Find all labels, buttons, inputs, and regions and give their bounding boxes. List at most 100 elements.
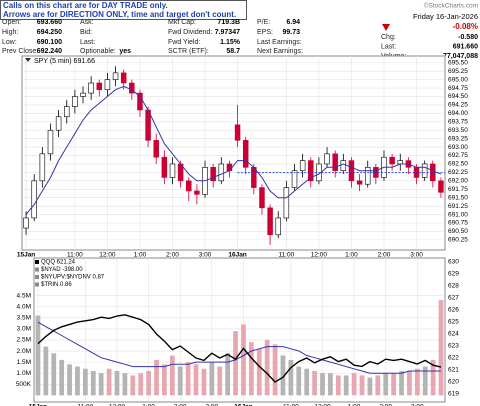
volume-bar: [67, 364, 72, 396]
down-arrow: [382, 24, 390, 31]
candle-body: [23, 217, 29, 229]
x-tick-label: 3:00: [199, 252, 212, 259]
volume-bar: [106, 368, 112, 396]
y-tick-label: 690.75: [448, 220, 468, 227]
candle-body: [324, 153, 330, 165]
legend-entry: $TRIN 0.86: [41, 282, 72, 288]
y-tick-label: 2.0M: [17, 348, 31, 355]
y-tick-label: 693.00: [448, 144, 468, 151]
x-tick-label: 3:00: [410, 252, 423, 259]
quote-label: Low:: [2, 39, 17, 46]
volume-bar: [59, 359, 65, 396]
x-tick-label: 12:00: [311, 252, 328, 259]
y2-tick-label: 625: [448, 319, 459, 326]
candle-body: [348, 160, 355, 182]
candle-body: [210, 167, 216, 182]
legend-icon: [35, 282, 39, 287]
candle-body: [234, 124, 241, 141]
volume-bar: [90, 370, 96, 396]
note-box: [0, 0, 247, 20]
candle-body: [438, 180, 444, 193]
volume-bar: [296, 366, 302, 396]
candle-body: [31, 180, 37, 219]
x-tick-label: 1:00: [348, 404, 361, 406]
candle-body: [226, 163, 233, 172]
legend-entry: $NYUPV:$NYDNV 0.87: [41, 275, 105, 281]
candle-body: [194, 190, 200, 195]
y-tick-label: 1.0M: [17, 370, 31, 377]
quote-label: Next Earnings:: [257, 48, 303, 55]
volume-bar: [75, 366, 80, 396]
y2-tick-label: 619: [448, 391, 459, 398]
y2-tick-label: 629: [448, 271, 459, 278]
candle-body: [251, 167, 257, 188]
qqq-line: [37, 314, 442, 383]
y-tick-label: 3.5M: [17, 315, 31, 322]
candle-body: [275, 217, 281, 236]
candle-body: [47, 129, 54, 155]
y-tick-label: 693.25: [448, 135, 468, 142]
x-tick-label: 3:00: [411, 404, 424, 406]
x-tick-label: 3:00: [206, 404, 219, 406]
volume-bar: [225, 353, 231, 396]
quote-label: Chg:: [381, 34, 396, 41]
quote-value: 99.73: [282, 29, 300, 36]
volume-bar: [209, 362, 215, 396]
volume-bar: [280, 355, 286, 396]
candle-body: [186, 180, 192, 192]
candle-body: [169, 163, 176, 178]
quote-label: Last Earnings:: [257, 39, 302, 46]
x-tick-label: 11:00: [283, 404, 299, 406]
quote-label: EPS:: [257, 29, 273, 36]
x-tick-label: 1:00: [142, 404, 155, 406]
volume-bar: [154, 359, 159, 396]
volume-bar: [185, 362, 191, 396]
x-tick-label: 12:00: [109, 404, 126, 406]
candle-body: [299, 160, 306, 172]
y2-tick-label: 621: [448, 367, 459, 374]
candle-body: [397, 160, 404, 165]
quote-label: High:: [2, 29, 18, 36]
volume-bar: [335, 375, 341, 396]
candle-body: [80, 92, 86, 97]
legend-entry: SPY (5 min) 691.66: [34, 58, 95, 65]
quote-value: 58.7: [226, 48, 240, 55]
x-tick-label: 16Jan: [228, 252, 246, 259]
x-tick-label: 11:00: [77, 404, 93, 406]
candle-body: [104, 79, 111, 91]
x-tick-label: 15Jan: [17, 252, 35, 259]
candle-body: [242, 140, 249, 168]
quote-value: 1.15%: [220, 39, 241, 46]
legend-icon: [25, 58, 31, 62]
x-tick-label: 11:00: [278, 252, 294, 259]
candle-body: [389, 156, 395, 165]
candle-body: [39, 153, 46, 182]
volume-bar: [177, 366, 183, 396]
quote-label: Bid:: [80, 29, 92, 36]
volume-bar: [201, 368, 207, 396]
quote-value: yes: [119, 48, 131, 55]
y-tick-label: 695.00: [448, 76, 468, 83]
volume-bar: [146, 370, 151, 396]
plot-area: [21, 55, 446, 251]
volume-bar: [98, 373, 104, 396]
candle-body: [283, 187, 290, 219]
volume-bar: [233, 331, 238, 396]
quote-label: SCTR (ETF):: [168, 48, 209, 55]
y2-tick-label: 626: [448, 307, 459, 314]
volume-bar: [241, 324, 246, 396]
y-tick-label: 695.25: [448, 68, 468, 75]
legend-entry: QQQ 621.24: [41, 260, 76, 266]
volume-bar: [169, 355, 175, 396]
y-tick-label: 4.5M: [17, 292, 31, 299]
y-tick-label: 694.50: [448, 93, 468, 100]
y2-tick-label: 623: [448, 343, 459, 350]
quote-value: 692.240: [37, 48, 62, 55]
quote-value: 7.97347: [215, 29, 240, 36]
volume-bar: [35, 315, 41, 396]
candle-body: [161, 156, 168, 178]
candle-body: [129, 82, 135, 94]
candle-body: [88, 82, 94, 94]
candle-body: [137, 92, 143, 111]
